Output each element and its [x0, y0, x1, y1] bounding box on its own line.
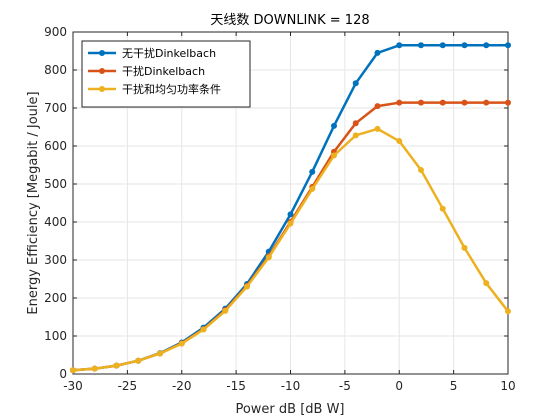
x-tick-label: -20 [172, 379, 192, 393]
data-point [461, 99, 468, 106]
x-tick-label: -30 [63, 379, 83, 393]
data-point [244, 283, 250, 290]
data-point [70, 367, 76, 374]
legend-marker [99, 50, 105, 56]
data-point [352, 80, 359, 87]
axes: -30 -25 -20 -15 -10 -5 0 5 100100200300400500600… [44, 25, 516, 393]
data-point [439, 99, 446, 106]
y-tick-label: 100 [44, 329, 67, 343]
data-point [113, 362, 120, 369]
x-tick-label: 0 [395, 379, 403, 393]
legend-item: 无干扰Dinkelbach [88, 46, 216, 60]
chart-title: 天线数 DOWNLINK = 128 [210, 13, 369, 28]
data-point [505, 308, 511, 315]
legend-marker [99, 68, 105, 74]
y-tick-label: 900 [44, 25, 67, 39]
data-point [418, 99, 424, 106]
data-point [396, 138, 403, 145]
data-point [483, 99, 490, 106]
legend-item: 干扰Dinkelbach [88, 64, 205, 78]
data-point [396, 99, 403, 106]
y-tick-label: 600 [44, 139, 67, 153]
data-point [439, 205, 446, 212]
data-point [200, 326, 207, 333]
x-tick-label: -25 [118, 379, 138, 393]
x-tick-label: 10 [500, 379, 515, 393]
x-tick-label: -15 [226, 379, 246, 393]
legend-marker [99, 86, 105, 92]
legend-label: 干扰Dinkelbach [122, 64, 205, 78]
data-point [461, 244, 468, 251]
legend-label: 无干扰Dinkelbach [122, 46, 216, 60]
data-point [483, 280, 490, 287]
x-tick-label: 5 [450, 379, 458, 393]
data-point [287, 211, 294, 218]
y-axis-label: Energy Efficiency [Megabit / Joule] [26, 91, 41, 314]
y-tick-label: 400 [44, 215, 67, 229]
y-tick-label: 500 [44, 177, 67, 191]
series-layer [70, 42, 511, 374]
y-tick-label: 0 [59, 367, 67, 381]
data-point [418, 166, 424, 173]
data-point [135, 357, 142, 364]
data-point [222, 307, 229, 314]
x-tick-label: -10 [281, 379, 301, 393]
data-point [505, 42, 511, 49]
data-point [418, 42, 424, 49]
data-point [331, 152, 337, 159]
y-tick-label: 200 [44, 291, 67, 305]
data-point [374, 103, 381, 110]
data-point [352, 120, 359, 127]
legend: 无干扰Dinkelbach 干扰Dinkelbach 干扰和均匀功率条件 [81, 40, 251, 108]
data-point [461, 42, 468, 49]
legend-label: 干扰和均匀功率条件 [122, 82, 221, 96]
legend-item: 干扰和均匀功率条件 [88, 82, 221, 96]
y-tick-label: 800 [44, 63, 67, 77]
y-tick-label: 300 [44, 253, 67, 267]
x-axis-label: Power dB [dB W] [235, 402, 344, 417]
data-point [287, 220, 294, 227]
data-point [374, 125, 381, 132]
watermark: CSDN @我爱C编程 [433, 395, 548, 410]
data-point [352, 132, 359, 139]
data-point [439, 42, 446, 49]
data-point [505, 99, 511, 106]
data-point [265, 254, 272, 261]
data-point [309, 168, 316, 175]
x-tick-label: -5 [339, 379, 351, 393]
data-point [178, 340, 185, 347]
data-point [374, 49, 381, 56]
data-point [91, 365, 98, 372]
series-3 [70, 125, 511, 374]
y-tick-label: 700 [44, 101, 67, 115]
data-point [396, 42, 403, 49]
data-point [309, 185, 316, 192]
data-point [331, 122, 337, 129]
data-point [483, 42, 490, 49]
data-point [157, 350, 163, 357]
